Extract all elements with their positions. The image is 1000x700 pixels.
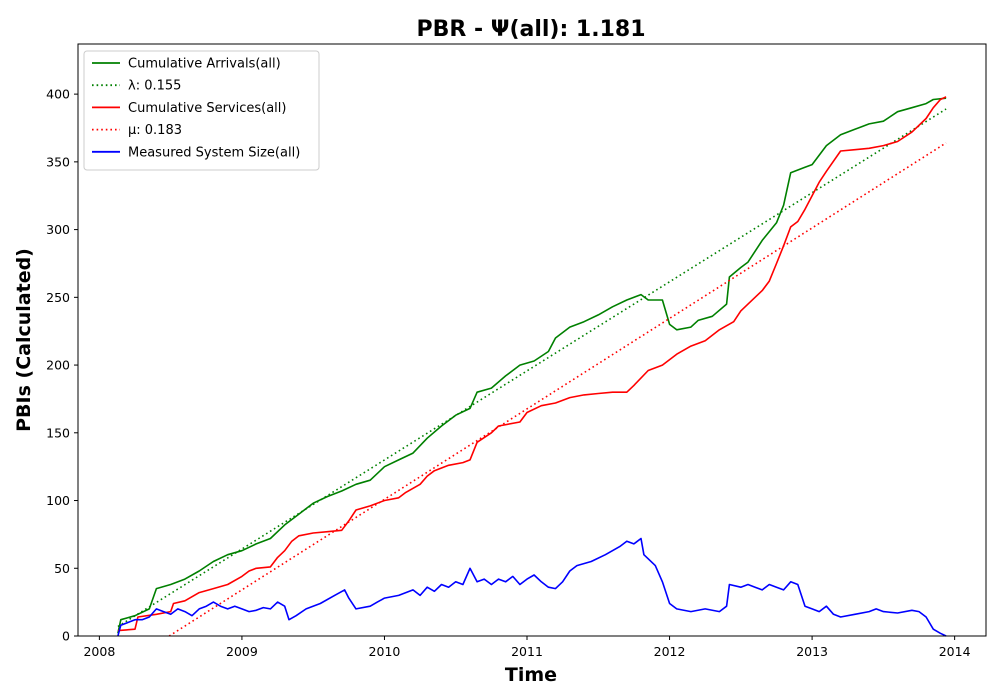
y-tick-label: 150 bbox=[46, 425, 70, 440]
y-tick-label: 250 bbox=[46, 290, 70, 305]
y-tick-label: 300 bbox=[46, 222, 70, 237]
x-tick-label: 2010 bbox=[369, 644, 401, 659]
y-tick-label: 400 bbox=[46, 87, 70, 102]
series-line-3 bbox=[168, 142, 947, 637]
y-tick-label: 50 bbox=[54, 561, 70, 576]
series-line-1 bbox=[117, 108, 947, 628]
x-axis: 2008 2009 2010 2011 2012 2013 2014 bbox=[83, 636, 971, 659]
legend-label-2: Cumulative Services(all) bbox=[128, 101, 286, 116]
series-line-4 bbox=[117, 537, 947, 637]
legend-label-4: Measured System Size(all) bbox=[128, 145, 300, 160]
x-tick-label: 2008 bbox=[83, 644, 115, 659]
legend-box bbox=[83, 50, 320, 171]
x-tick-label: 2014 bbox=[939, 644, 971, 659]
legend-label-1: λ: 0.155 bbox=[128, 79, 181, 94]
chart-title: PBR - Ψ(all): 1.181 bbox=[416, 17, 645, 42]
x-tick-label: 2011 bbox=[511, 644, 543, 659]
y-tick-label: 350 bbox=[46, 154, 70, 169]
legend-label-3: μ: 0.183 bbox=[128, 123, 182, 138]
legend: Cumulative Arrivals(all) λ: 0.155 Cumulati… bbox=[83, 50, 320, 171]
series-line-0 bbox=[117, 97, 947, 634]
y-axis-title: PBIs (Calculated) bbox=[13, 248, 35, 432]
x-axis-title: Time bbox=[505, 664, 557, 686]
y-tick-label: 200 bbox=[46, 358, 70, 373]
y-tick-label: 0 bbox=[62, 629, 70, 644]
x-tick-label: 2009 bbox=[226, 644, 258, 659]
y-axis: 0 50 100 150 200 250 300 350 400 bbox=[46, 87, 78, 644]
x-tick-label: 2012 bbox=[654, 644, 686, 659]
x-tick-label: 2013 bbox=[796, 644, 828, 659]
series-line-2 bbox=[117, 96, 947, 632]
series-layer bbox=[117, 96, 947, 637]
plot-frame bbox=[77, 43, 987, 637]
legend-label-0: Cumulative Arrivals(all) bbox=[128, 57, 281, 72]
y-tick-label: 100 bbox=[46, 493, 70, 508]
